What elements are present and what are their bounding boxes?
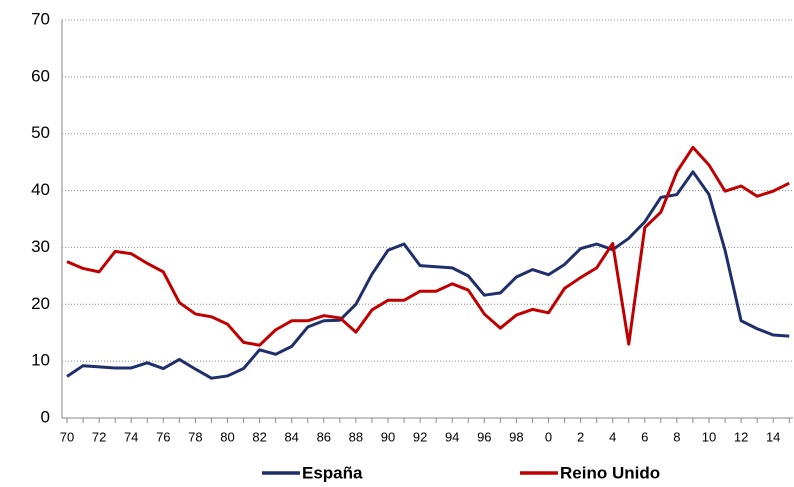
x-tick-label: 76 xyxy=(156,429,170,444)
y-tick-label: 30 xyxy=(31,237,50,256)
x-tick-label: 78 xyxy=(188,429,202,444)
x-tick-label: 0 xyxy=(545,429,552,444)
x-tick-label: 82 xyxy=(252,429,266,444)
y-tick-label: 50 xyxy=(31,123,50,142)
x-tick-label: 6 xyxy=(641,429,648,444)
x-tick-label: 92 xyxy=(413,429,427,444)
x-tick-label: 74 xyxy=(124,429,138,444)
y-tick-label: 0 xyxy=(41,407,50,426)
x-tick-label: 98 xyxy=(509,429,523,444)
legend-label: España xyxy=(302,463,363,482)
x-tick-label: 86 xyxy=(317,429,331,444)
x-tick-label: 84 xyxy=(284,429,298,444)
x-tick-label: 2 xyxy=(577,429,584,444)
y-tick-label: 40 xyxy=(31,180,50,199)
y-tick-label: 70 xyxy=(31,9,50,28)
x-tick-label: 14 xyxy=(766,429,780,444)
series-line xyxy=(66,145,790,347)
y-tick-label: 10 xyxy=(31,351,50,370)
x-tick-label: 80 xyxy=(220,429,234,444)
x-tick-label: 96 xyxy=(477,429,491,444)
x-tick-label: 72 xyxy=(92,429,106,444)
y-tick-label: 60 xyxy=(31,66,50,85)
x-tick-label: 10 xyxy=(702,429,716,444)
x-tick-label: 4 xyxy=(609,429,616,444)
x-tick-label: 70 xyxy=(60,429,74,444)
x-tick-label: 88 xyxy=(349,429,363,444)
x-tick-label: 12 xyxy=(734,429,748,444)
x-tick-label: 90 xyxy=(381,429,395,444)
y-tick-label: 20 xyxy=(31,294,50,313)
x-tick-label: 8 xyxy=(673,429,680,444)
series-line xyxy=(66,170,790,380)
x-tick-label: 94 xyxy=(445,429,459,444)
legend-label: Reino Unido xyxy=(560,463,660,482)
